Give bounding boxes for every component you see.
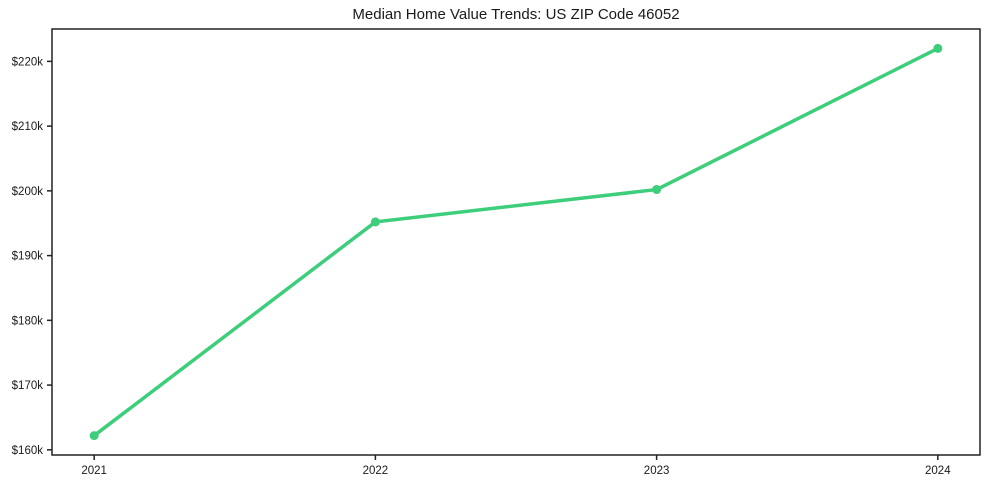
x-tick-label: 2024 — [925, 465, 951, 477]
series-line — [92, 46, 940, 438]
x-tick-label: 2022 — [363, 465, 389, 477]
data-point-marker — [370, 217, 380, 227]
y-tick-label: $200k — [12, 186, 44, 198]
data-point-marker — [652, 185, 662, 195]
axes-box — [51, 28, 981, 456]
y-tick-label: $190k — [12, 251, 44, 263]
x-tick-label: 2023 — [644, 465, 670, 477]
y-tick-label: $210k — [12, 121, 44, 133]
data-point-marker — [89, 431, 99, 441]
y-tick-label: $170k — [12, 380, 44, 392]
y-tick-label: $160k — [12, 445, 44, 457]
x-tick-label: 2021 — [81, 465, 107, 477]
y-tick-label: $180k — [12, 315, 44, 327]
chart-title: Median Home Value Trends: US ZIP Code 46… — [352, 6, 680, 23]
data-point-marker — [933, 43, 943, 53]
y-tick-label: $220k — [12, 56, 44, 68]
